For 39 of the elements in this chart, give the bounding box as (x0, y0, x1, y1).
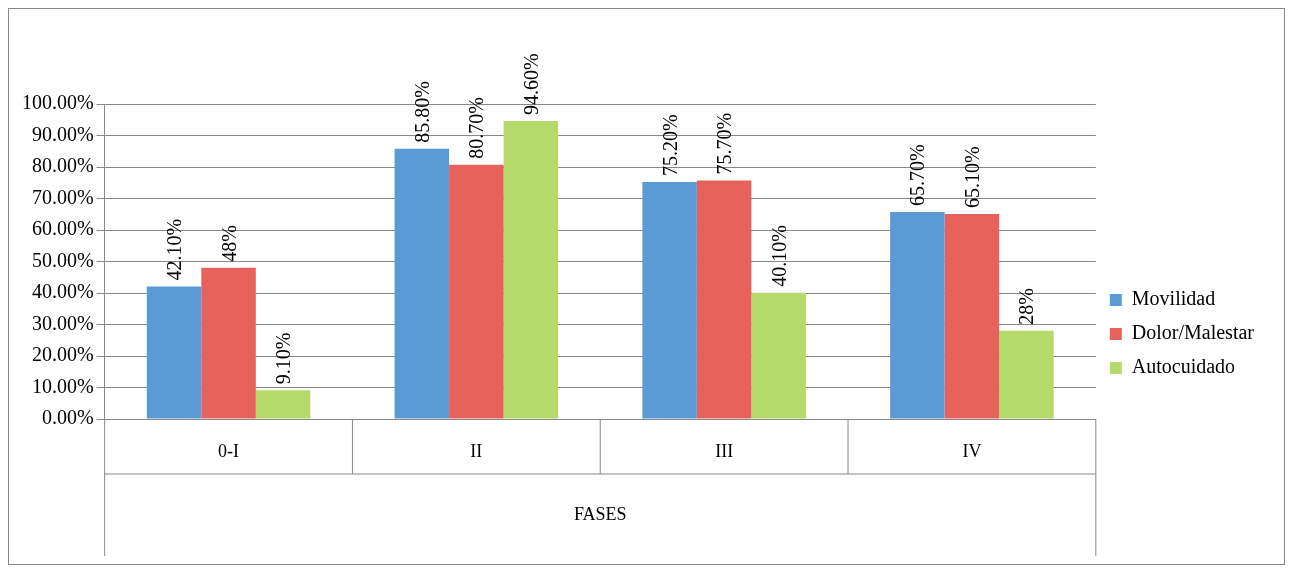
y-tick-label: 90.00% (31, 122, 94, 145)
bar (890, 212, 945, 419)
bar (394, 148, 450, 419)
bar (999, 330, 1054, 419)
bar (751, 292, 806, 419)
legend-label: Dolor/Malestar (1131, 321, 1255, 344)
data-label: 48% (217, 225, 240, 262)
y-tick-label: 100.00% (21, 91, 94, 114)
bar (944, 213, 1000, 419)
bar (696, 180, 752, 419)
data-label: 65.10% (960, 146, 983, 208)
y-tick-label: 40.00% (31, 280, 94, 303)
bar (201, 267, 256, 419)
y-tick-label: 30.00% (31, 311, 94, 334)
y-tick-label: 80.00% (31, 154, 94, 177)
data-label: 85.80% (410, 81, 433, 143)
data-label: 40.10% (767, 225, 790, 287)
bar (642, 182, 697, 419)
bar (449, 164, 504, 419)
y-tick-label: 70.00% (31, 185, 94, 208)
bar (255, 390, 311, 419)
data-label: 75.70% (713, 112, 736, 175)
data-label: 75.20% (658, 114, 681, 177)
bar (503, 121, 559, 419)
x-axis-title: FASES (573, 503, 627, 524)
legend-label: Autocuidado (1131, 355, 1236, 378)
legend-label: Movilidad (1131, 287, 1216, 310)
data-label: 28% (1015, 288, 1038, 325)
y-tick-label: 60.00% (31, 217, 94, 240)
bar (146, 286, 202, 419)
data-label: 65.70% (906, 144, 929, 207)
data-label: 80.70% (465, 97, 488, 159)
data-label: 94.60% (519, 53, 542, 116)
data-label: 9.10% (272, 332, 295, 385)
y-tick-label: 10.00% (31, 374, 94, 397)
y-tick-label: 0.00% (41, 406, 94, 429)
y-tick-label: 50.00% (31, 248, 94, 271)
y-tick-label: 20.00% (31, 343, 94, 366)
data-label: 42.10% (163, 218, 186, 281)
